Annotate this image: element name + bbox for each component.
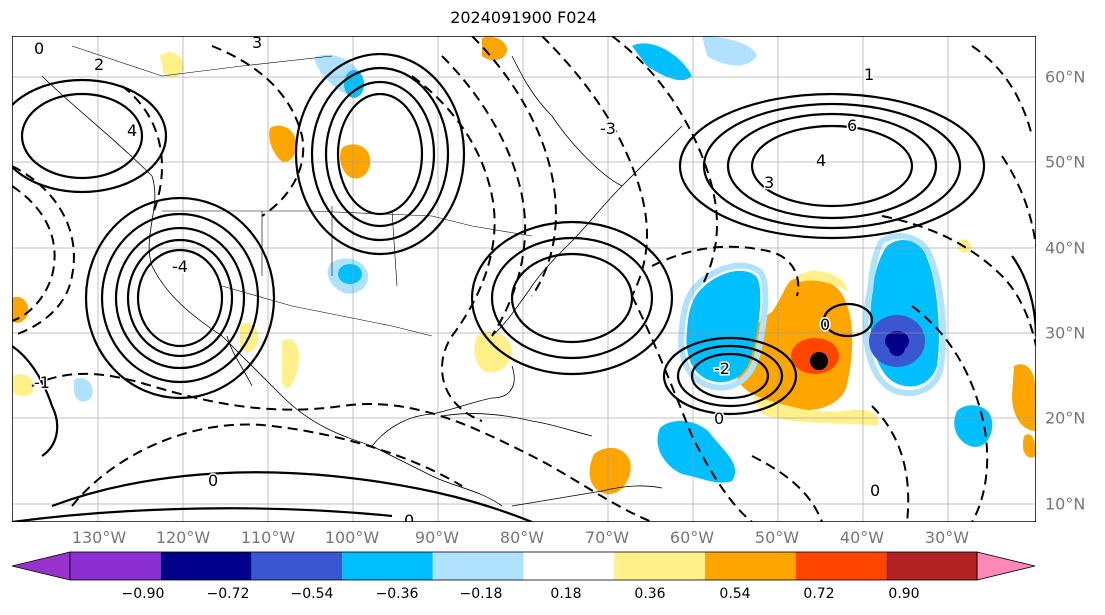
contour-label: -1	[34, 373, 50, 392]
lon-label: 40°W	[839, 528, 885, 547]
contour-label: 0	[820, 315, 830, 334]
lon-label: 50°W	[754, 528, 800, 547]
colorbar-tick: −0.90	[121, 586, 165, 602]
colorbar-tick: 0.36	[634, 586, 666, 602]
colorbar-segment	[886, 552, 977, 580]
contour-label: 0	[714, 409, 724, 428]
contour-label: 2	[94, 55, 104, 74]
lon-label: 100°W	[324, 528, 380, 547]
lon-label: 60°W	[669, 528, 715, 547]
lat-label: 30°N	[1045, 323, 1086, 343]
lat-label: 20°N	[1045, 408, 1086, 428]
colorbar-arrow-right	[976, 551, 1036, 581]
map-panel: 0 2 3 4 -4 -3 -2 -1 6 1 0 4 3 0 0 0 0	[12, 36, 1036, 522]
colorbar-tick: −0.72	[206, 586, 250, 602]
lat-label: 50°N	[1045, 152, 1086, 172]
lat-label: 60°N	[1045, 67, 1086, 87]
colorbar-segments	[11, 551, 1036, 581]
contour-label: -4	[172, 257, 188, 276]
colorbar-tick: 0.54	[719, 586, 751, 602]
contour-label: 4	[816, 151, 826, 170]
colorbar-segment	[70, 552, 161, 580]
colorbar-segment	[795, 552, 887, 580]
colorbar-tick: 0.18	[550, 586, 582, 602]
contour-label: 3	[764, 173, 774, 192]
colorbar-tick: 0.90	[888, 586, 920, 602]
colorbar-frame	[69, 551, 978, 581]
map-canvas: 0 2 3 4 -4 -3 -2 -1 6 1 0 4 3 0 0 0 0	[12, 36, 1036, 522]
lon-label: 70°W	[584, 528, 630, 547]
contour-label: -3	[600, 119, 616, 138]
colorbar-segment	[523, 552, 615, 580]
contour-label: 6	[847, 116, 857, 135]
colorbar	[11, 551, 1036, 581]
colorbar-segment	[160, 552, 252, 580]
contour-label: 0	[870, 481, 880, 500]
page-title: 2024091900 F024	[450, 8, 597, 27]
black-dot-marker	[810, 352, 828, 370]
colorbar-arrow-left	[11, 551, 71, 581]
lon-label: 80°W	[499, 528, 545, 547]
lon-label: 120°W	[155, 528, 211, 547]
colorbar-segment	[251, 552, 343, 580]
contour-label: 0	[34, 39, 44, 58]
colorbar-segment	[614, 552, 705, 580]
lat-label: 40°N	[1045, 238, 1086, 258]
lon-label: 130°W	[71, 528, 127, 547]
colorbar-tick: −0.18	[459, 586, 503, 602]
lat-label: 10°N	[1045, 494, 1086, 514]
contour-label: 0	[404, 511, 414, 522]
colorbar-segment	[432, 552, 524, 580]
contour-label: 4	[127, 121, 137, 140]
contour-label: -2	[714, 359, 730, 378]
colorbar-tick: −0.36	[375, 586, 419, 602]
colorbar-tick: 0.72	[803, 586, 835, 602]
lon-label: 30°W	[924, 528, 970, 547]
colorbar-segment	[704, 552, 796, 580]
contour-label: 1	[864, 65, 874, 84]
navy-dot-marker	[889, 340, 905, 356]
contour-label: 0	[208, 471, 218, 490]
dashed-contours	[12, 36, 1036, 522]
solid-contours	[12, 52, 1036, 522]
borders	[71, 45, 533, 337]
colorbar-tick: −0.54	[290, 586, 334, 602]
contour-label: 3	[252, 36, 262, 52]
contour-labels: 0 2 3 4 -4 -3 -2 -1 6 1 0 4 3 0 0 0 0	[33, 36, 882, 522]
lon-label: 90°W	[414, 528, 460, 547]
colorbar-segment	[342, 552, 433, 580]
lon-label: 110°W	[240, 528, 296, 547]
